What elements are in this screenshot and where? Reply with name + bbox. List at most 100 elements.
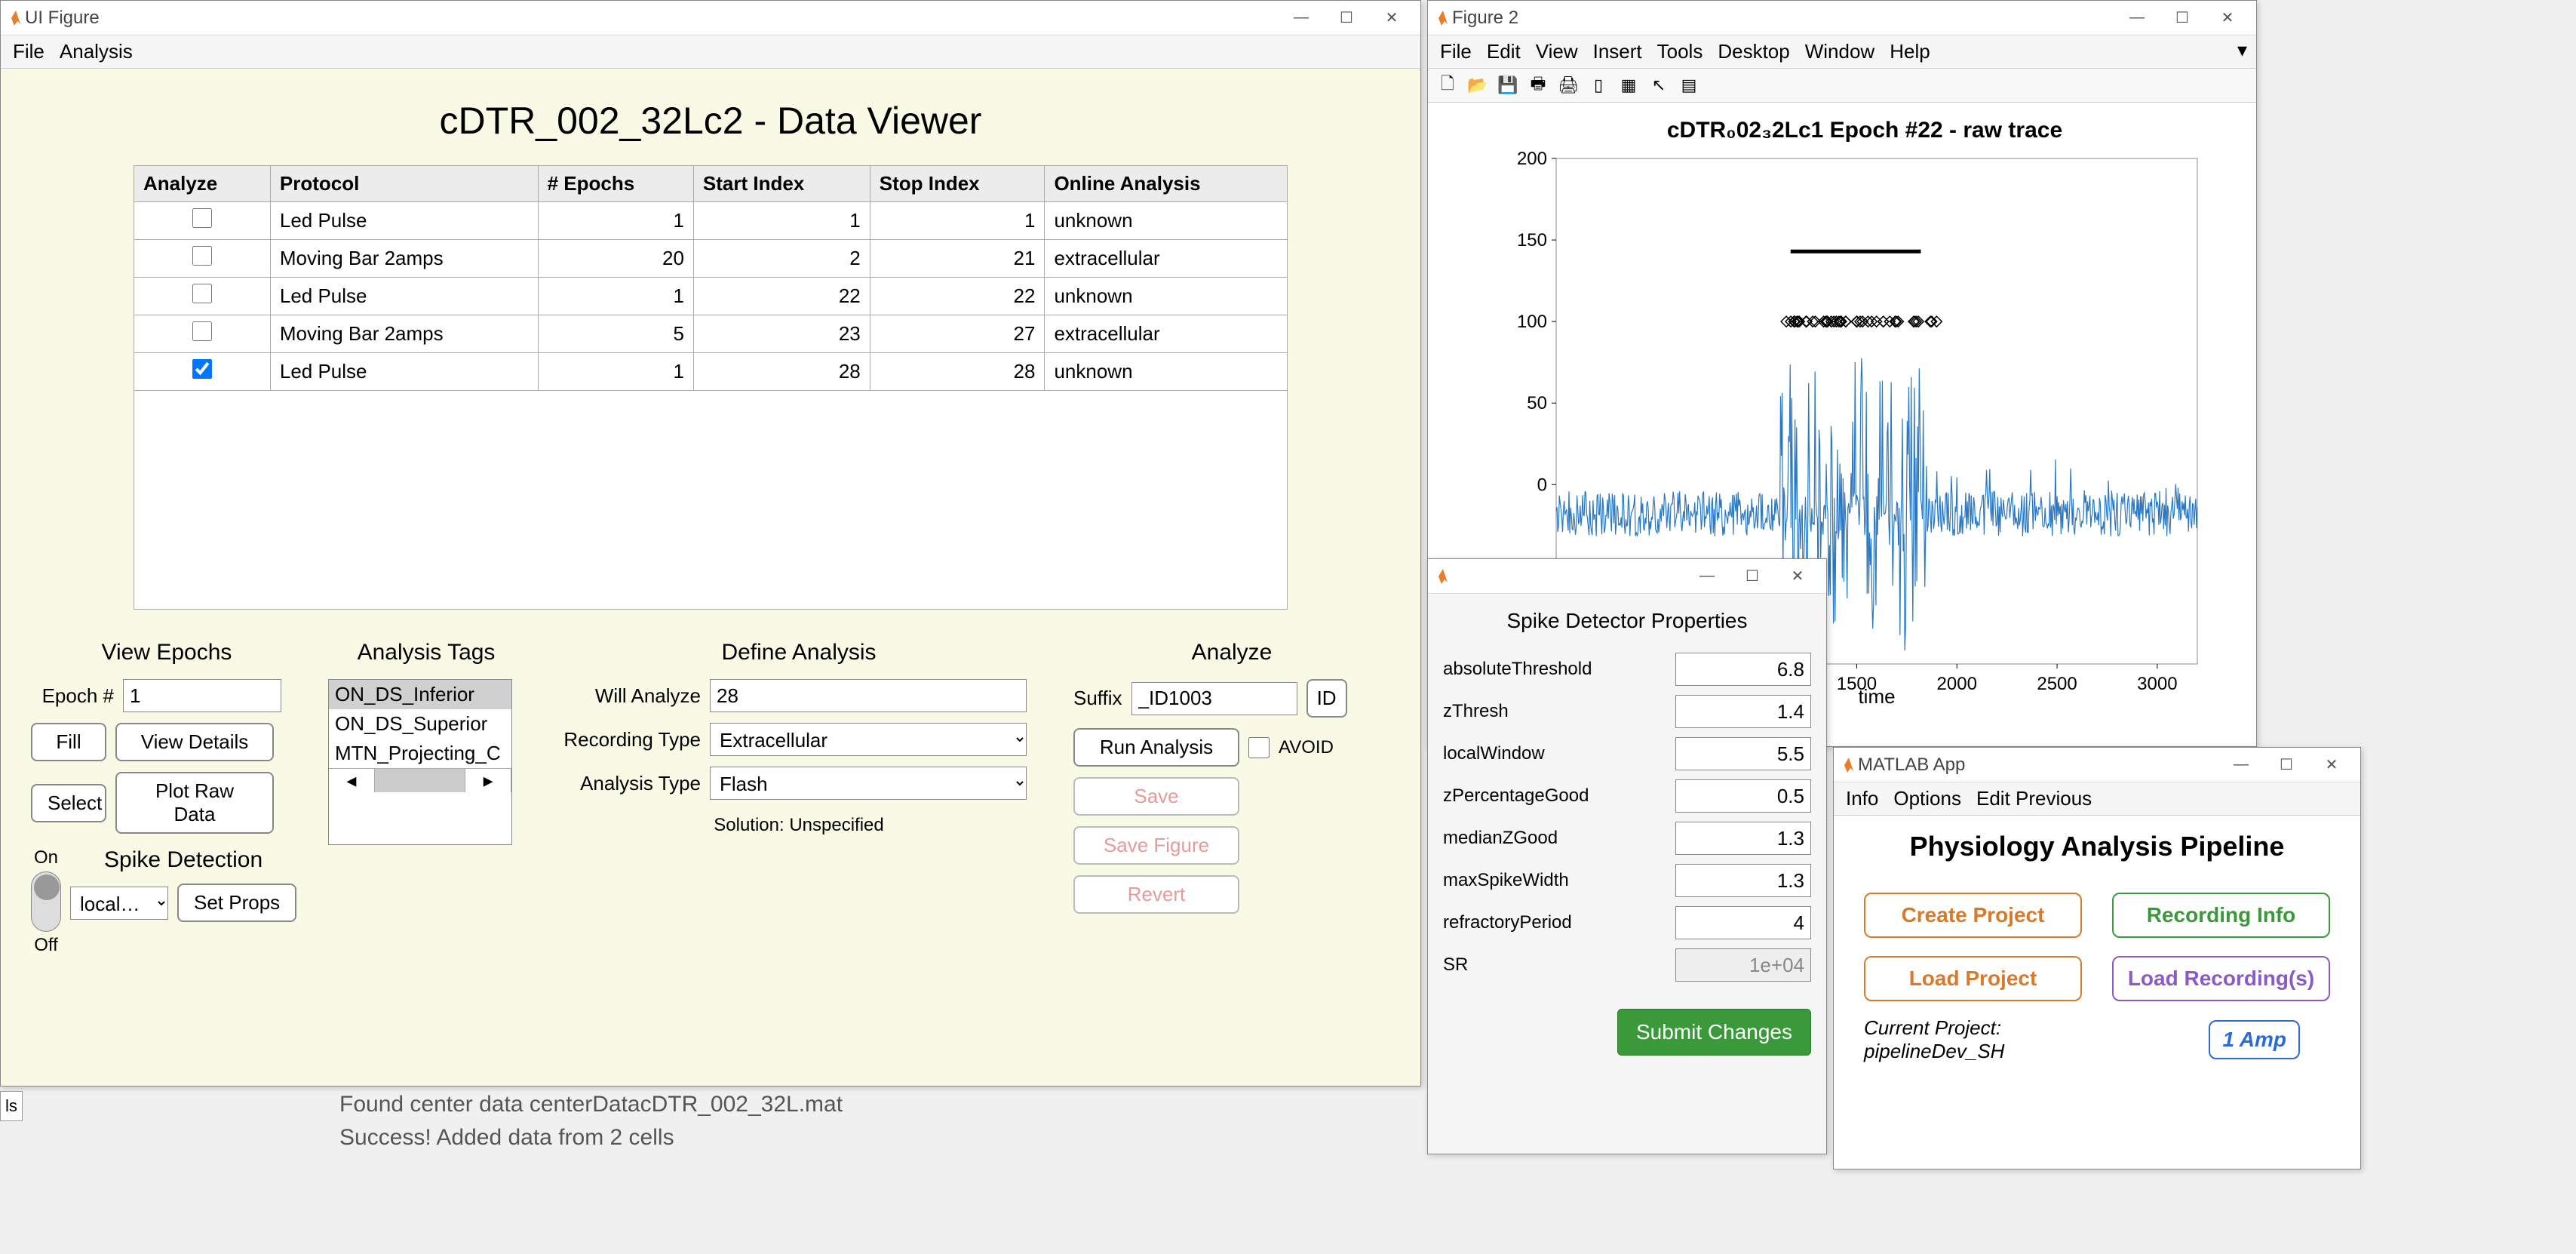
- run-analysis-button[interactable]: Run Analysis: [1073, 728, 1239, 767]
- field-input[interactable]: [1675, 779, 1811, 813]
- analyze-checkbox[interactable]: [192, 246, 212, 266]
- view-epochs-heading: View Epochs: [31, 640, 302, 665]
- field-input[interactable]: [1675, 695, 1811, 728]
- spike-mode-select[interactable]: local…: [70, 887, 168, 920]
- menu-options[interactable]: Options: [1890, 785, 1964, 812]
- maximize-icon[interactable]: ☐: [1324, 3, 1369, 33]
- epochs-cell: 1: [538, 278, 693, 315]
- link-icon[interactable]: ▯: [1586, 73, 1610, 97]
- open-icon[interactable]: 📂: [1466, 73, 1490, 97]
- table-row[interactable]: Led Pulse 1 1 1 unknown: [134, 202, 1288, 240]
- load-recordings-button[interactable]: Load Recording(s): [2112, 956, 2330, 1001]
- recording-type-select[interactable]: Extracellular: [710, 723, 1027, 756]
- will-analyze-input[interactable]: [710, 679, 1027, 712]
- view-details-button[interactable]: View Details: [115, 723, 274, 761]
- set-props-button[interactable]: Set Props: [177, 884, 296, 922]
- fill-button[interactable]: Fill: [31, 723, 106, 761]
- epoch-num-input[interactable]: [123, 679, 281, 712]
- minimize-icon[interactable]: —: [2114, 3, 2160, 33]
- maximize-icon[interactable]: ☐: [2264, 750, 2309, 780]
- revert-button[interactable]: Revert: [1073, 875, 1239, 914]
- field-label: maxSpikeWidth: [1443, 870, 1569, 891]
- field-input[interactable]: [1675, 864, 1811, 897]
- epochs-table: AnalyzeProtocol# EpochsStart IndexStop I…: [134, 165, 1288, 391]
- online-cell: unknown: [1045, 278, 1288, 315]
- cursor-icon[interactable]: ↖: [1647, 73, 1671, 97]
- amp-button[interactable]: 1 Amp: [2209, 1020, 2300, 1059]
- close-icon[interactable]: ✕: [1775, 561, 1820, 592]
- analysis-type-select[interactable]: Flash: [710, 767, 1027, 800]
- menu-analysis[interactable]: Analysis: [57, 38, 136, 65]
- menu-desktop[interactable]: Desktop: [1715, 38, 1792, 65]
- new-icon[interactable]: 🗋: [1435, 73, 1460, 97]
- menu-file[interactable]: File: [10, 38, 48, 65]
- tag-item[interactable]: ON_DS_Superior: [329, 709, 511, 739]
- submit-changes-button[interactable]: Submit Changes: [1617, 1009, 1811, 1056]
- save-figure-button[interactable]: Save Figure: [1073, 826, 1239, 865]
- analyze-checkbox[interactable]: [192, 284, 212, 303]
- svg-text:200: 200: [1517, 151, 1547, 169]
- close-icon[interactable]: ✕: [2309, 750, 2354, 780]
- field-input[interactable]: [1675, 906, 1811, 939]
- menu-edit[interactable]: Edit: [1484, 38, 1524, 65]
- id-button[interactable]: ID: [1306, 679, 1347, 718]
- analyze-checkbox[interactable]: [192, 321, 212, 341]
- analyze-checkbox[interactable]: [192, 208, 212, 228]
- table-header[interactable]: # Epochs: [538, 166, 693, 202]
- maximize-icon[interactable]: ☐: [1730, 561, 1775, 592]
- analyze-checkbox[interactable]: [192, 359, 212, 379]
- menu-overflow-icon[interactable]: ▾: [2237, 38, 2247, 65]
- stop-cell: 28: [870, 353, 1045, 391]
- table-header[interactable]: Protocol: [270, 166, 538, 202]
- colorbar-icon[interactable]: ▦: [1617, 73, 1641, 97]
- print-icon[interactable]: 🖶: [1526, 73, 1550, 97]
- plot-raw-button[interactable]: Plot Raw Data: [115, 772, 274, 834]
- menu-file[interactable]: File: [1437, 38, 1475, 65]
- analyze-section: Analyze Suffix ID Run Analysis AVOID Sav…: [1073, 640, 1390, 967]
- field-input[interactable]: [1675, 653, 1811, 686]
- table-row[interactable]: Led Pulse 1 28 28 unknown: [134, 353, 1288, 391]
- table-row[interactable]: Moving Bar 2amps 5 23 27 extracellular: [134, 315, 1288, 353]
- spike-detection-toggle[interactable]: [31, 871, 61, 932]
- print-preview-icon[interactable]: 🖨: [1556, 73, 1580, 97]
- minimize-icon[interactable]: —: [2218, 750, 2264, 780]
- recording-info-button[interactable]: Recording Info: [2112, 893, 2330, 938]
- load-project-button[interactable]: Load Project: [1864, 956, 2082, 1001]
- avoid-checkbox[interactable]: [1248, 737, 1270, 758]
- minimize-icon[interactable]: —: [1684, 561, 1730, 592]
- menu-edit-previous[interactable]: Edit Previous: [1973, 785, 2095, 812]
- table-header[interactable]: Analyze: [134, 166, 271, 202]
- menu-tools[interactable]: Tools: [1654, 38, 1706, 65]
- maximize-icon[interactable]: ☐: [2160, 3, 2205, 33]
- analyze-heading: Analyze: [1073, 640, 1390, 665]
- table-header[interactable]: Online Analysis: [1045, 166, 1288, 202]
- field-input[interactable]: [1675, 822, 1811, 855]
- close-icon[interactable]: ✕: [2205, 3, 2250, 33]
- tag-item[interactable]: ON_DS_Inferior: [329, 680, 511, 709]
- menu-help[interactable]: Help: [1887, 38, 1933, 65]
- tag-item[interactable]: MTN_Projecting_C: [329, 739, 511, 768]
- field-label: zPercentageGood: [1443, 785, 1589, 807]
- table-header[interactable]: Stop Index: [870, 166, 1045, 202]
- menu-view[interactable]: View: [1533, 38, 1581, 65]
- field-input[interactable]: [1675, 737, 1811, 770]
- table-row[interactable]: Moving Bar 2amps 20 2 21 extracellular: [134, 240, 1288, 278]
- close-icon[interactable]: ✕: [1369, 3, 1414, 33]
- save-button[interactable]: Save: [1073, 777, 1239, 816]
- create-project-button[interactable]: Create Project: [1864, 893, 2082, 938]
- select-button[interactable]: Select: [31, 784, 106, 822]
- table-header[interactable]: Start Index: [693, 166, 870, 202]
- legend-icon[interactable]: ▤: [1677, 73, 1701, 97]
- start-cell: 23: [693, 315, 870, 353]
- menu-info[interactable]: Info: [1843, 785, 1881, 812]
- save-icon[interactable]: 💾: [1496, 73, 1520, 97]
- menu-window[interactable]: Window: [1802, 38, 1878, 65]
- suffix-input[interactable]: [1131, 682, 1297, 715]
- view-epochs-section: View Epochs Epoch # Fill View Details Se…: [31, 640, 302, 967]
- listbox-scrollbar[interactable]: ◂▸: [329, 768, 511, 792]
- menu-insert[interactable]: Insert: [1590, 38, 1645, 65]
- analysis-tags-listbox[interactable]: ON_DS_InferiorON_DS_SuperiorMTN_Projecti…: [328, 679, 512, 845]
- table-row[interactable]: Led Pulse 1 22 22 unknown: [134, 278, 1288, 315]
- minimize-icon[interactable]: —: [1279, 3, 1324, 33]
- epochs-cell: 1: [538, 353, 693, 391]
